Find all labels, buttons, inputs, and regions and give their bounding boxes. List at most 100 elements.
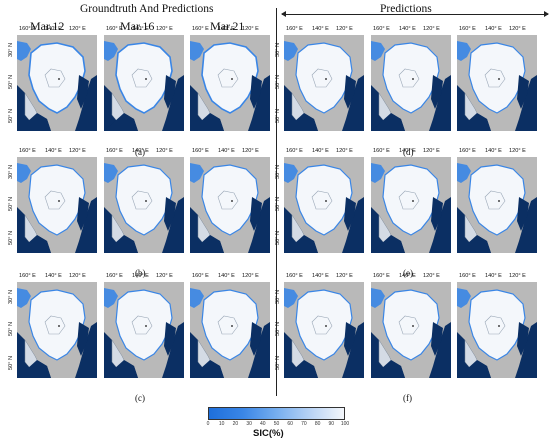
latitude-label: 50° N [275, 74, 281, 89]
sea-ice-map [284, 157, 364, 253]
latitude-label: 50° N [275, 321, 281, 336]
sea-ice-map [104, 157, 184, 253]
right-title-arrow [281, 11, 549, 17]
panel-label: (d) [403, 147, 414, 157]
latitude-label: 50° N [8, 321, 14, 336]
longitude-label: 120° E [242, 148, 259, 154]
latitude-label: 50° N [8, 108, 14, 123]
longitude-label: 160° E [19, 26, 36, 32]
latitude-label: 30° N [8, 42, 14, 57]
longitude-label: 140° E [218, 148, 235, 154]
longitude-label: 160° E [19, 273, 36, 279]
longitude-label: 140° E [312, 148, 329, 154]
latitude-label: 50° N [8, 230, 14, 245]
date-header-3: Mar.21 [210, 19, 245, 33]
date-header-2: Mar.16 [120, 19, 155, 33]
panel-label: (f) [403, 393, 412, 403]
longitude-label: 140° E [132, 26, 149, 32]
longitude-label: 120° E [423, 273, 440, 279]
colorbar-tick: 70 [301, 421, 307, 427]
sea-ice-map [284, 35, 364, 131]
sea-ice-map [284, 282, 364, 378]
longitude-label: 160° E [286, 273, 303, 279]
longitude-label: 160° E [106, 148, 123, 154]
colorbar-tick: 0 [206, 421, 210, 427]
longitude-label: 120° E [336, 26, 353, 32]
longitude-label: 120° E [69, 273, 86, 279]
longitude-label: 140° E [399, 273, 416, 279]
colorbar-tick: 30 [246, 421, 252, 427]
longitude-label: 120° E [423, 148, 440, 154]
sea-ice-map [17, 35, 97, 131]
latitude-label: 30° N [8, 164, 14, 179]
latitude-label: 50° N [8, 355, 14, 370]
longitude-label: 140° E [485, 26, 502, 32]
sea-ice-map [104, 35, 184, 131]
longitude-label: 160° E [373, 148, 390, 154]
latitude-label: 50° N [8, 74, 14, 89]
latitude-label: 50° N [275, 230, 281, 245]
right-title: Predictions [380, 3, 432, 15]
longitude-label: 140° E [485, 148, 502, 154]
sea-ice-map [190, 35, 270, 131]
longitude-label: 160° E [192, 148, 209, 154]
sea-ice-map [17, 282, 97, 378]
colorbar-tick: 40 [260, 421, 266, 427]
latitude-label: 30° N [275, 164, 281, 179]
date-header-1: Mar.12 [30, 19, 65, 33]
latitude-label: 30° N [275, 289, 281, 304]
longitude-label: 160° E [459, 26, 476, 32]
colorbar-tick: 50 [273, 421, 280, 427]
longitude-label: 120° E [156, 148, 173, 154]
latitude-label: 30° N [275, 42, 281, 57]
sea-ice-map [104, 282, 184, 378]
longitude-label: 160° E [286, 26, 303, 32]
colorbar-label: SIC(%) [253, 428, 284, 439]
colorbar-tick: 100 [340, 421, 350, 427]
longitude-label: 120° E [336, 148, 353, 154]
longitude-label: 120° E [156, 26, 173, 32]
longitude-label: 160° E [373, 26, 390, 32]
longitude-label: 120° E [156, 273, 173, 279]
panel-label: (a) [135, 147, 145, 157]
sea-ice-map [457, 282, 537, 378]
longitude-label: 160° E [459, 273, 476, 279]
longitude-label: 120° E [69, 26, 86, 32]
longitude-label: 120° E [423, 26, 440, 32]
longitude-label: 160° E [106, 273, 123, 279]
longitude-label: 120° E [509, 148, 526, 154]
sea-ice-map [371, 157, 451, 253]
longitude-label: 140° E [45, 273, 62, 279]
colorbar-tick: 80 [314, 421, 321, 427]
sea-ice-map [457, 35, 537, 131]
longitude-label: 120° E [336, 273, 353, 279]
sea-ice-map [190, 157, 270, 253]
longitude-label: 140° E [218, 26, 235, 32]
longitude-label: 160° E [459, 148, 476, 154]
longitude-label: 140° E [399, 26, 416, 32]
longitude-label: 140° E [399, 148, 416, 154]
colorbar-tick: 20 [232, 421, 239, 427]
panel-label: (c) [135, 393, 145, 403]
longitude-label: 120° E [509, 273, 526, 279]
longitude-label: 160° E [192, 26, 209, 32]
latitude-label: 50° N [8, 196, 14, 211]
latitude-label: 50° N [275, 355, 281, 370]
latitude-label: 30° N [8, 289, 14, 304]
divider-line [276, 8, 277, 396]
longitude-label: 160° E [373, 273, 390, 279]
longitude-label: 160° E [192, 273, 209, 279]
longitude-label: 140° E [45, 26, 62, 32]
sea-ice-map [190, 282, 270, 378]
longitude-label: 120° E [509, 26, 526, 32]
latitude-label: 50° N [275, 108, 281, 123]
sea-ice-map [371, 35, 451, 131]
sea-ice-map [371, 282, 451, 378]
sea-ice-map [457, 157, 537, 253]
longitude-label: 120° E [242, 273, 259, 279]
longitude-label: 140° E [45, 148, 62, 154]
colorbar-tick: 10 [218, 421, 225, 427]
longitude-label: 140° E [485, 273, 502, 279]
longitude-label: 140° E [132, 148, 149, 154]
sea-ice-map [17, 157, 97, 253]
